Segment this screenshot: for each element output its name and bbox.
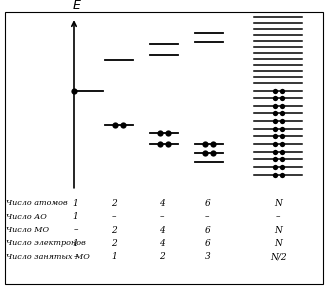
Text: 4: 4 xyxy=(159,239,165,248)
Text: N: N xyxy=(274,199,282,208)
Text: 2: 2 xyxy=(111,225,117,234)
Text: 1: 1 xyxy=(73,212,78,221)
Text: 6: 6 xyxy=(205,199,210,208)
Text: $E$: $E$ xyxy=(72,0,82,12)
Text: 2: 2 xyxy=(111,199,117,208)
Text: Число МО: Число МО xyxy=(7,226,50,234)
FancyBboxPatch shape xyxy=(5,12,323,284)
Text: N: N xyxy=(274,225,282,234)
Text: N/2: N/2 xyxy=(270,252,286,261)
Text: 2: 2 xyxy=(111,239,117,248)
Text: 4: 4 xyxy=(159,199,165,208)
Text: –: – xyxy=(276,212,280,221)
Text: 1: 1 xyxy=(111,252,117,261)
Text: –: – xyxy=(73,225,78,234)
Text: Число занятых МО: Число занятых МО xyxy=(7,253,90,261)
Text: Число атомов: Число атомов xyxy=(7,199,68,207)
Text: –: – xyxy=(112,212,116,221)
Text: 1: 1 xyxy=(73,239,78,248)
Text: –: – xyxy=(160,212,165,221)
Text: 6: 6 xyxy=(205,225,210,234)
Text: Число АО: Число АО xyxy=(7,213,47,221)
Text: 1: 1 xyxy=(73,199,78,208)
Text: 3: 3 xyxy=(205,252,210,261)
Text: 2: 2 xyxy=(159,252,165,261)
Text: 4: 4 xyxy=(159,225,165,234)
Text: 6: 6 xyxy=(205,239,210,248)
Text: Число электронов: Число электронов xyxy=(7,239,86,248)
Text: N: N xyxy=(274,239,282,248)
Text: –: – xyxy=(205,212,210,221)
Text: –: – xyxy=(73,252,78,261)
